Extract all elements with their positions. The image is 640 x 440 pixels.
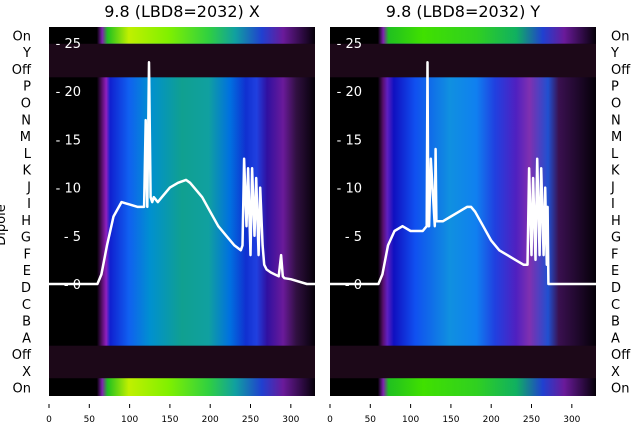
row-label-left: On — [13, 29, 31, 44]
heatmap-row-on-bottom — [330, 378, 596, 396]
x-tick-label: 250 — [242, 415, 259, 425]
profile-line — [49, 61, 315, 286]
row-label-right: J — [610, 180, 615, 195]
x-tick-label: 100 — [121, 415, 138, 425]
row-label-left: J — [26, 180, 31, 195]
x-tick-label: 0 — [327, 415, 333, 425]
row-label-right: N — [611, 113, 621, 128]
row-label-right: Y — [610, 46, 619, 61]
row-label-right: L — [611, 147, 619, 162]
inner-y-tick-label: - 20 — [337, 85, 362, 100]
row-label-left: Y — [22, 46, 31, 61]
chart-title: 9.8 (LBD8=2032) X — [104, 2, 260, 21]
inner-y-tick-label: - 25 — [337, 37, 362, 52]
row-label-right: C — [611, 298, 620, 313]
heatmap-main — [49, 27, 315, 396]
inner-y-tick-label: - 0 — [345, 278, 362, 293]
row-label-right: K — [611, 164, 620, 179]
heatmap-row-on-top — [330, 27, 596, 44]
x-tick-label: 300 — [563, 415, 580, 425]
row-label-left: B — [22, 315, 31, 330]
inner-y-tick-label: - 15 — [337, 133, 362, 148]
row-label-left: E — [23, 264, 31, 279]
x-tick-label: 200 — [202, 415, 219, 425]
heatmap-row-on-top — [49, 27, 315, 44]
row-label-left: A — [22, 331, 31, 346]
row-label-right: H — [611, 214, 621, 229]
row-label-left: F — [24, 247, 31, 262]
heatmap-main — [330, 27, 596, 396]
row-label-right: O — [611, 96, 621, 111]
heatmap-row-off-bottom — [330, 345, 596, 380]
heatmap-row-off-bottom — [49, 345, 315, 380]
x-tick-label: 50 — [365, 415, 377, 425]
row-label-left: Off — [12, 63, 32, 78]
row-label-right: Off — [611, 63, 631, 78]
row-label-left: D — [21, 281, 31, 296]
row-label-right: On — [611, 382, 629, 397]
inner-y-tick-label: - 10 — [337, 182, 362, 197]
x-tick-label: 150 — [161, 415, 178, 425]
x-tick-label: 100 — [402, 415, 419, 425]
row-label-right: I — [611, 197, 615, 212]
row-label-right: On — [611, 29, 629, 44]
row-label-left: I — [27, 197, 31, 212]
x-tick-label: 150 — [442, 415, 459, 425]
chart-title: 9.8 (LBD8=2032) Y — [386, 2, 541, 21]
inner-y-tick-label: - 5 — [64, 230, 81, 245]
row-label-left: N — [21, 113, 31, 128]
x-tick-label: 0 — [46, 415, 52, 425]
row-label-right: X — [611, 365, 620, 380]
profile-line — [330, 61, 596, 286]
row-label-right: Off — [611, 348, 631, 363]
row-label-right: P — [611, 80, 619, 95]
row-label-left: K — [22, 164, 31, 179]
x-tick-label: 300 — [282, 415, 299, 425]
row-label-left: G — [21, 231, 31, 246]
x-tick-label: 250 — [523, 415, 540, 425]
row-label-right: D — [611, 281, 621, 296]
row-label-left: P — [23, 80, 31, 95]
inner-y-tick-label: - 15 — [56, 133, 81, 148]
row-label-left: H — [21, 214, 31, 229]
row-label-left: M — [20, 130, 31, 145]
y-axis-label: Dipole — [0, 204, 9, 245]
row-label-right: F — [611, 247, 618, 262]
inner-y-tick-label: - 25 — [56, 37, 81, 52]
heatmap-row-on-bottom — [49, 378, 315, 396]
row-label-left: Off — [12, 348, 32, 363]
row-label-left: L — [24, 147, 32, 162]
row-label-left: On — [13, 382, 31, 397]
row-label-right: A — [611, 331, 620, 346]
inner-y-tick-label: - 5 — [345, 230, 362, 245]
row-label-left: C — [22, 298, 31, 313]
x-tick-label: 200 — [483, 415, 500, 425]
row-label-left: X — [22, 365, 31, 380]
inner-y-tick-label: - 20 — [56, 85, 81, 100]
x-tick-label: 50 — [84, 415, 96, 425]
heatmap-row-off-top — [330, 43, 596, 78]
row-label-right: E — [611, 264, 619, 279]
inner-y-tick-label: - 0 — [64, 278, 81, 293]
heatmap-row-off-top — [49, 43, 315, 78]
row-label-left: O — [21, 96, 31, 111]
row-label-right: G — [611, 231, 621, 246]
inner-y-tick-label: - 10 — [56, 182, 81, 197]
row-label-right: M — [611, 130, 622, 145]
row-label-right: B — [611, 315, 620, 330]
